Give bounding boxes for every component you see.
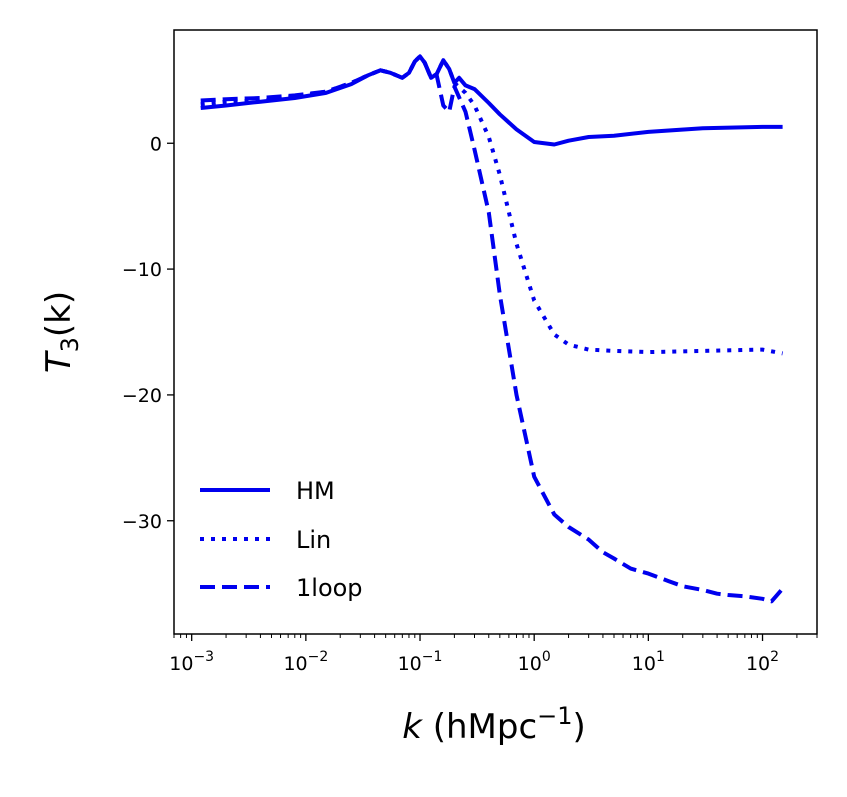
plot-area <box>174 30 817 634</box>
x-tick-label: 10−1 <box>398 649 443 675</box>
y-ticks: 0 −10 −20 −30 <box>122 133 174 533</box>
legend-label-1loop: 1loop <box>296 574 363 602</box>
legend-label-hm: HM <box>296 477 335 505</box>
legend-label-lin: Lin <box>296 526 331 554</box>
x-ticks: 10−3 10−2 10−1 100 101 102 <box>169 634 818 675</box>
series-line-1loop <box>200 54 785 604</box>
x-tick-label: 102 <box>746 649 779 675</box>
x-tick-label: 10−3 <box>169 649 214 675</box>
plot-frame <box>173 29 818 635</box>
y-tick-label: −30 <box>122 511 162 533</box>
x-tick-label: 101 <box>632 649 665 675</box>
x-tick-label: 10−2 <box>283 649 328 675</box>
y-tick-label: 0 <box>150 133 162 155</box>
x-axis-label: k (hMpc−1) <box>402 702 586 747</box>
x-tick-label: 100 <box>518 649 551 675</box>
y-tick-label: −10 <box>122 259 162 281</box>
series-layer <box>200 54 785 604</box>
y-axis-label: T3(k) <box>39 291 84 373</box>
y-tick-label: −20 <box>122 385 162 407</box>
legend: HM Lin 1loop <box>200 477 363 602</box>
